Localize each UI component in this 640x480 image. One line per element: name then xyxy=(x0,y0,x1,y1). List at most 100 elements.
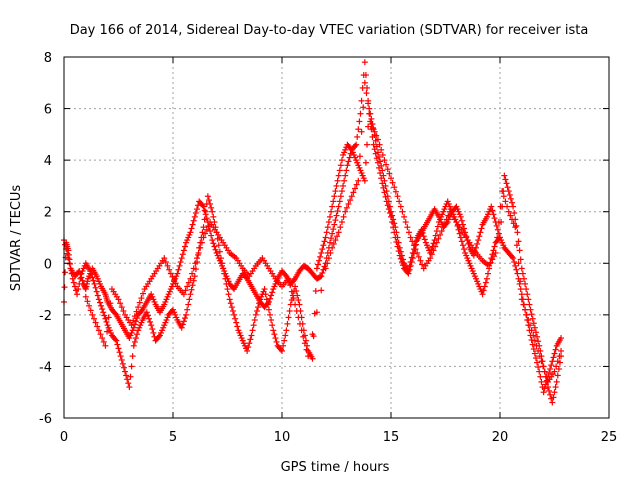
data-point xyxy=(195,249,202,256)
data-point xyxy=(120,307,127,314)
data-point xyxy=(544,384,551,391)
data-point xyxy=(360,104,367,111)
data-point xyxy=(489,207,496,214)
data-point xyxy=(95,296,102,303)
data-point xyxy=(231,311,238,318)
data-point xyxy=(437,231,444,238)
data-point xyxy=(69,275,76,282)
data-point xyxy=(199,229,206,236)
data-point xyxy=(402,219,409,226)
data-point xyxy=(364,141,371,148)
x-tick-label: 20 xyxy=(492,430,509,445)
data-point xyxy=(82,293,89,300)
data-point xyxy=(361,177,368,184)
data-point xyxy=(61,284,68,291)
data-point xyxy=(558,335,565,342)
data-point xyxy=(178,255,185,262)
data-point xyxy=(524,291,531,298)
data-point xyxy=(325,219,332,226)
data-point xyxy=(174,270,181,277)
data-point xyxy=(477,229,484,236)
data-point xyxy=(293,288,300,295)
data-point xyxy=(489,256,496,263)
data-point xyxy=(178,324,185,331)
data-point xyxy=(143,309,150,316)
data-point xyxy=(373,132,380,139)
data-point xyxy=(96,299,103,306)
data-point xyxy=(397,248,404,255)
data-point xyxy=(389,212,396,219)
data-point xyxy=(200,203,207,210)
data-point xyxy=(86,302,93,309)
data-point xyxy=(399,256,406,263)
data-point xyxy=(202,208,209,215)
data-point xyxy=(405,268,412,275)
data-point xyxy=(552,384,559,391)
data-point xyxy=(193,206,200,213)
data-point xyxy=(354,133,361,140)
data-point xyxy=(549,399,556,406)
data-point xyxy=(538,378,545,385)
data-point xyxy=(404,224,411,231)
data-point xyxy=(107,300,114,307)
data-point xyxy=(84,298,91,305)
data-point xyxy=(269,289,276,296)
data-point xyxy=(328,235,335,242)
data-point xyxy=(343,204,350,211)
data-point xyxy=(376,153,383,160)
data-point xyxy=(540,363,547,370)
data-point xyxy=(347,197,354,204)
data-point xyxy=(502,176,509,183)
data-point xyxy=(180,247,187,254)
data-point xyxy=(556,353,563,360)
data-point xyxy=(138,307,145,314)
data-point xyxy=(90,315,97,322)
data-point xyxy=(365,100,372,107)
data-point xyxy=(67,265,74,272)
data-point xyxy=(92,319,99,326)
grid-lines xyxy=(64,57,609,418)
data-point xyxy=(430,240,437,247)
data-point xyxy=(523,311,530,318)
data-point xyxy=(124,376,131,383)
data-point xyxy=(262,291,269,298)
data-point xyxy=(508,216,515,223)
data-point xyxy=(207,200,214,207)
data-point xyxy=(88,271,95,278)
data-point xyxy=(303,346,310,353)
data-point xyxy=(146,315,153,322)
y-tick-label: -2 xyxy=(39,309,52,324)
data-point xyxy=(355,126,362,133)
data-point xyxy=(204,193,211,200)
data-point xyxy=(189,221,196,228)
data-point xyxy=(530,332,537,339)
data-point xyxy=(76,280,83,287)
data-point xyxy=(508,253,515,260)
data-point xyxy=(362,72,369,79)
data-point xyxy=(208,204,215,211)
data-point xyxy=(185,301,192,308)
data-point xyxy=(530,346,537,353)
data-point xyxy=(100,309,107,316)
data-point xyxy=(197,244,204,251)
data-point xyxy=(366,110,373,117)
data-point xyxy=(420,233,427,240)
data-point xyxy=(389,179,396,186)
data-point xyxy=(525,317,532,324)
data-point xyxy=(312,288,319,295)
data-point xyxy=(394,234,401,241)
data-point xyxy=(334,233,341,240)
data-point xyxy=(305,353,312,360)
data-point xyxy=(320,242,327,249)
data-point xyxy=(127,373,134,380)
data-point xyxy=(130,317,137,324)
data-point xyxy=(313,309,320,316)
x-tick-label: 0 xyxy=(60,430,68,445)
data-point xyxy=(548,362,555,369)
data-point xyxy=(190,277,197,284)
data-point xyxy=(398,252,405,259)
data-point xyxy=(181,315,188,322)
data-point xyxy=(292,283,299,290)
data-point xyxy=(322,265,329,272)
